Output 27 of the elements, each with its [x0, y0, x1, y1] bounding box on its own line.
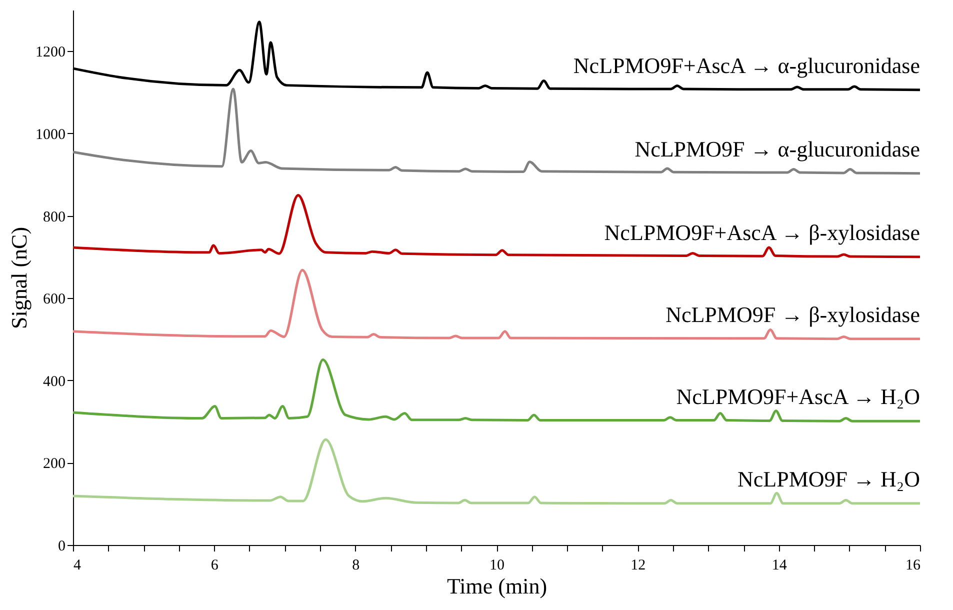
y-tick-label: 1000	[36, 126, 66, 143]
x-tick-label: 12	[630, 558, 646, 574]
x-tick-label: 14	[772, 558, 788, 574]
series-label: NcLPMO9F+AscA → β-xylosidase	[604, 220, 920, 245]
line-series	[72, 194, 922, 258]
line-series	[72, 88, 922, 175]
series-label: NcLPMO9F+AscA → H₂O	[676, 384, 920, 410]
x-tick-label: 10	[490, 558, 504, 574]
series-label: NcLPMO9F → H₂O	[738, 466, 920, 492]
x-tick-label: 6	[210, 558, 219, 574]
line-series	[72, 358, 922, 422]
x-axis-title: Time (min)	[446, 574, 548, 598]
line-series	[72, 268, 922, 340]
x-tick-label: 4	[74, 558, 82, 574]
y-tick-label: 600	[43, 292, 66, 308]
y-tick-label: 1200	[36, 44, 66, 61]
line-series	[72, 438, 922, 505]
x-tick-label: 16	[906, 558, 921, 574]
y-tick-label: 400	[43, 374, 66, 390]
series-label: NcLPMO9F+AscA → α-glucuronidase	[573, 52, 920, 78]
y-tick-label: 200	[43, 456, 66, 472]
series-label: NcLPMO9F → α-glucuronidase	[634, 136, 920, 162]
y-tick-label: 0	[58, 538, 66, 554]
x-tick-label: 8	[352, 558, 360, 574]
series-label: NcLPMO9F → β-xylosidase	[666, 302, 920, 327]
y-axis-title: Signal (nC)	[6, 226, 32, 330]
y-tick-label: 800	[43, 209, 66, 226]
